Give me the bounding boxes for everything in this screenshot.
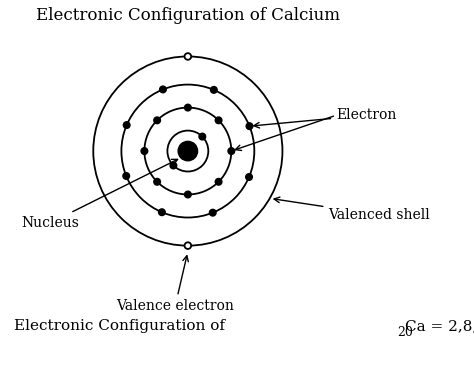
Circle shape xyxy=(215,179,222,185)
Circle shape xyxy=(141,148,148,154)
Text: 20: 20 xyxy=(398,326,413,339)
Circle shape xyxy=(246,123,253,130)
Circle shape xyxy=(184,53,191,60)
Text: Ca = 2,8,8,2: Ca = 2,8,8,2 xyxy=(405,319,474,333)
Circle shape xyxy=(246,174,252,180)
Circle shape xyxy=(160,86,166,93)
Circle shape xyxy=(228,148,235,154)
Circle shape xyxy=(123,173,129,179)
Text: Electronic Configuration of Calcium: Electronic Configuration of Calcium xyxy=(36,7,340,24)
Text: Nucleus: Nucleus xyxy=(22,159,178,229)
Circle shape xyxy=(154,117,161,124)
Text: Electronic Configuration of: Electronic Configuration of xyxy=(14,319,230,333)
Text: Valence electron: Valence electron xyxy=(116,256,234,313)
Circle shape xyxy=(210,209,216,216)
Circle shape xyxy=(199,133,206,140)
Circle shape xyxy=(184,242,191,249)
Circle shape xyxy=(123,122,130,128)
Circle shape xyxy=(210,86,217,93)
Circle shape xyxy=(170,162,177,169)
Circle shape xyxy=(184,104,191,111)
Text: Electron: Electron xyxy=(254,108,396,128)
Text: Valenced shell: Valenced shell xyxy=(274,197,430,222)
Circle shape xyxy=(215,117,222,124)
Circle shape xyxy=(154,179,161,185)
Circle shape xyxy=(159,209,165,216)
Circle shape xyxy=(178,141,198,161)
Circle shape xyxy=(184,191,191,198)
